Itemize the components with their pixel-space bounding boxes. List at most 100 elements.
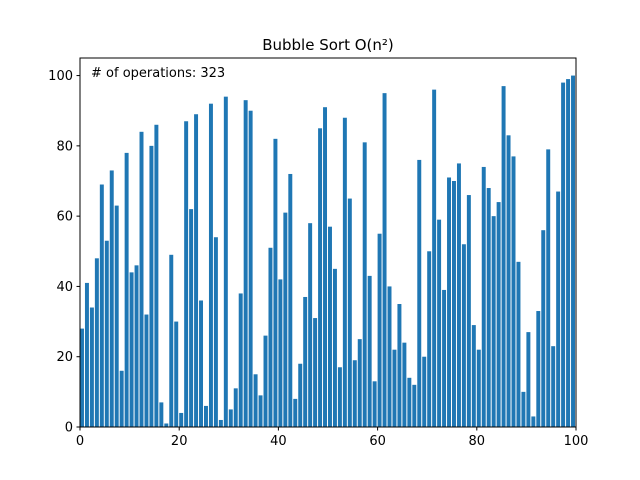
bar: [199, 300, 204, 427]
bar: [486, 188, 491, 427]
bar: [432, 89, 437, 427]
bar: [119, 370, 124, 427]
annotation: # of operations: 323: [91, 66, 225, 81]
bar: [402, 342, 407, 427]
bar: [298, 363, 303, 427]
bar: [476, 349, 481, 427]
bar: [506, 135, 511, 428]
x-tick-label: 60: [369, 434, 386, 449]
x-tick-label: 40: [270, 434, 287, 449]
bar: [228, 409, 233, 427]
bar: [293, 398, 298, 427]
x-tick-label: 100: [564, 434, 589, 449]
bar: [184, 121, 189, 427]
bar: [566, 79, 571, 427]
bar: [342, 117, 347, 427]
bar: [392, 349, 397, 427]
bar: [407, 377, 412, 427]
bar: [481, 166, 486, 427]
bar: [372, 381, 377, 427]
bar: [318, 128, 323, 428]
y-tick-label: 20: [56, 350, 73, 365]
bar: [253, 374, 258, 427]
y-tick-label: 100: [48, 69, 73, 84]
bar: [89, 307, 94, 427]
bar: [328, 226, 332, 427]
bar: [268, 247, 273, 427]
y-tick-label: 60: [56, 210, 73, 225]
bar: [546, 149, 551, 427]
bar: [461, 244, 466, 427]
bar: [511, 156, 516, 427]
bar: [124, 152, 129, 427]
bar: [273, 138, 278, 428]
bar: [308, 223, 313, 427]
x-tick-label: 20: [171, 434, 188, 449]
bar: [238, 293, 243, 427]
bar: [417, 159, 422, 427]
bar: [243, 100, 248, 428]
bar: [313, 318, 318, 427]
bar: [466, 195, 471, 427]
bar: [134, 265, 139, 427]
y-tick-label: 0: [65, 421, 73, 436]
bar: [179, 412, 184, 427]
bar: [149, 145, 154, 427]
bar: [283, 212, 288, 427]
bar: [536, 311, 541, 427]
bar: [541, 230, 546, 427]
bar: [531, 416, 536, 427]
bar: [194, 114, 199, 427]
bar: [223, 96, 228, 428]
bar: [427, 251, 432, 427]
bar: [258, 395, 263, 427]
x-tick-label: 0: [76, 434, 84, 449]
bar: [347, 198, 352, 427]
bar: [323, 107, 328, 427]
bar: [213, 237, 218, 427]
y-tick-label: 80: [56, 139, 73, 154]
bar: [516, 261, 521, 427]
bar: [412, 384, 417, 427]
bar: [208, 103, 213, 427]
bar: [526, 332, 531, 427]
bar: [114, 205, 119, 427]
x-tick-label: 80: [469, 434, 486, 449]
bar: [204, 405, 208, 427]
bar: [357, 339, 362, 427]
axes-frame: [79, 57, 577, 428]
bar: [288, 173, 293, 427]
bar: [571, 75, 576, 428]
bar: [99, 184, 104, 427]
bar: [218, 419, 223, 427]
bar: [332, 268, 337, 427]
bar: [84, 282, 89, 427]
bar: [94, 258, 99, 427]
bar: [109, 170, 114, 427]
bar: [397, 304, 402, 427]
bar: [437, 219, 442, 427]
bar: [80, 328, 84, 427]
bar: [233, 388, 238, 427]
chart-title: Bubble Sort O(n²): [262, 36, 394, 54]
bar: [164, 423, 169, 427]
bar: [447, 177, 452, 427]
bar: [159, 402, 164, 427]
bar: [352, 360, 357, 427]
bar: [452, 181, 456, 427]
bar: [129, 272, 134, 427]
bar: [362, 142, 367, 428]
bar: [501, 86, 506, 427]
bar: [551, 346, 556, 427]
bar: [471, 325, 476, 427]
bar: [422, 356, 427, 427]
bar: [104, 240, 109, 427]
bar: [387, 286, 392, 427]
bar: [139, 131, 144, 428]
bar: [561, 82, 566, 427]
bar: [456, 163, 461, 427]
y-tick-label: 40: [56, 280, 73, 295]
bar: [174, 321, 179, 427]
bar: [154, 124, 159, 428]
